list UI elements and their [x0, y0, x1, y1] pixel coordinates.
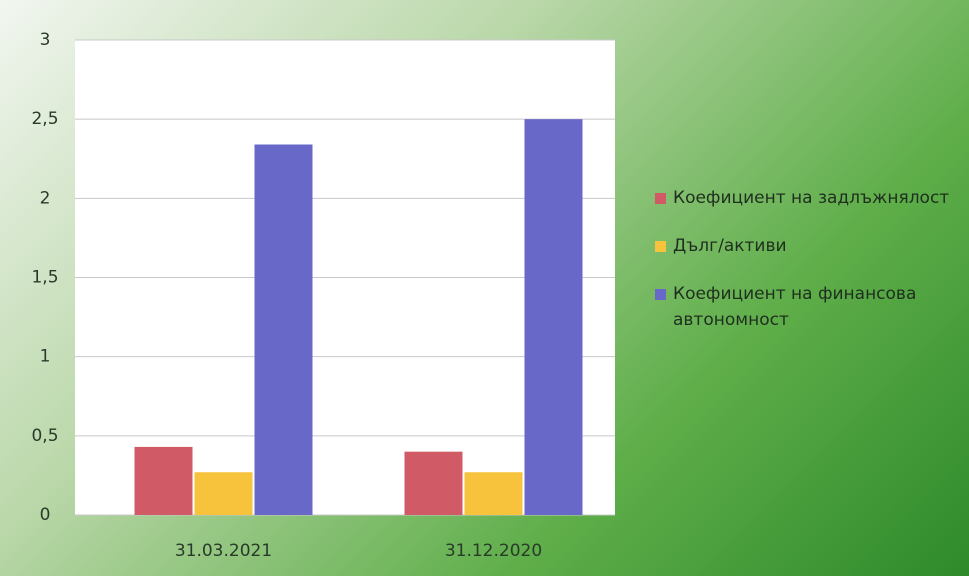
y-tick-label: 3: [40, 30, 51, 50]
legend-label: Коефициент на задлъжнялост: [673, 188, 950, 208]
y-tick-label: 1,5: [31, 268, 58, 288]
legend-item: Коефициент на задлъжнялост: [655, 185, 955, 211]
legend-swatch: [655, 289, 666, 300]
legend-swatch: [655, 241, 666, 252]
x-tick-label: 31.03.2021: [175, 541, 272, 561]
y-tick-label: 0,5: [31, 426, 58, 446]
y-tick-label: 0: [40, 505, 51, 525]
legend-item: Дълг/активи: [655, 233, 955, 259]
bar: [464, 472, 523, 515]
y-tick-label: 1: [40, 347, 51, 367]
bar: [194, 472, 253, 515]
legend-item: Коефициент на финансова автономност: [655, 281, 955, 333]
bar: [254, 144, 313, 515]
bar: [524, 119, 583, 516]
y-tick-label: 2: [40, 188, 51, 208]
y-tick-label: 2,5: [31, 109, 58, 129]
legend-swatch: [655, 193, 666, 204]
legend: Коефициент на задлъжнялост Дълг/активи Кое…: [655, 185, 955, 355]
bar: [134, 446, 193, 515]
legend-label: Коефициент на финансова автономност: [673, 284, 917, 330]
bar: [404, 451, 463, 515]
legend-label: Дълг/активи: [673, 236, 787, 256]
x-tick-label: 31.12.2020: [445, 541, 542, 561]
